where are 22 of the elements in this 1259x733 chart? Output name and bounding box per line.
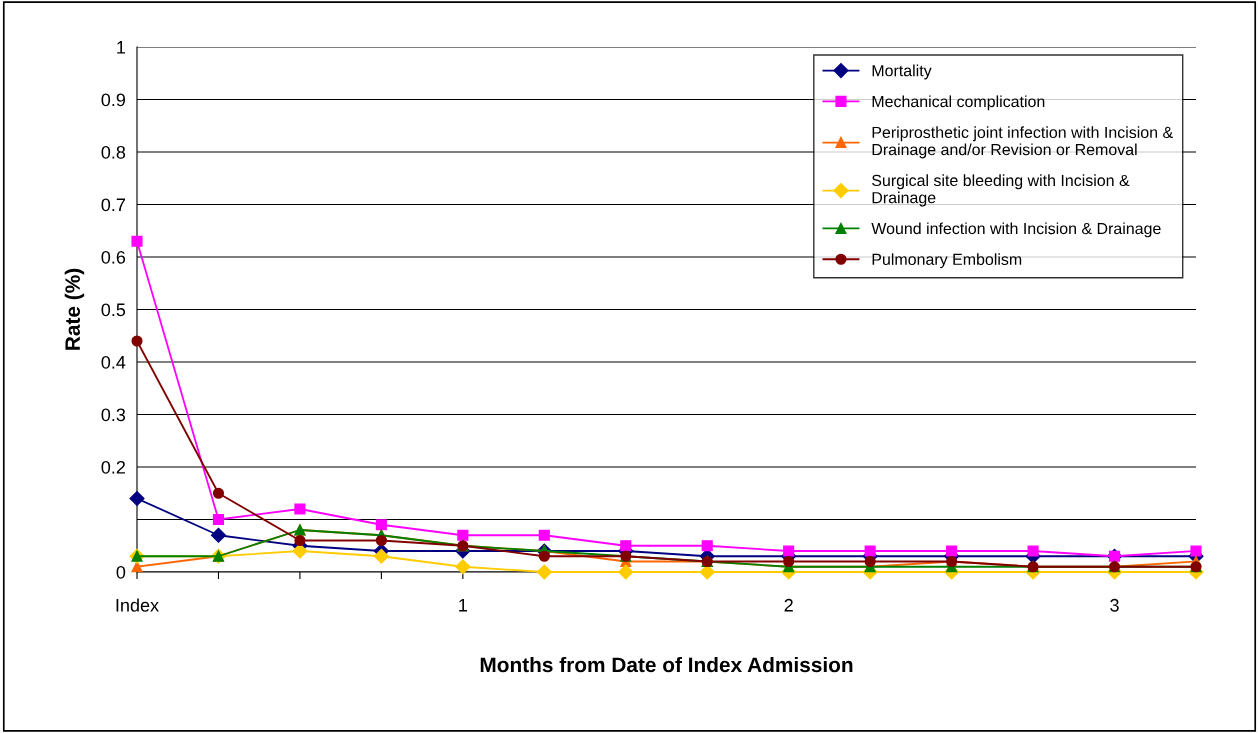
legend-label: Mortality bbox=[872, 64, 932, 80]
y-tick-label: 0.4 bbox=[101, 355, 126, 369]
x-tick-label: 1 bbox=[459, 599, 467, 612]
y-tick-label: 0.3 bbox=[101, 408, 126, 422]
y-tick-label: 0.9 bbox=[101, 93, 126, 107]
y-tick-label: 0.5 bbox=[101, 303, 126, 317]
x-axis-title: Months from Date of Index Admission bbox=[480, 656, 853, 673]
y-tick-label: 0.8 bbox=[101, 145, 126, 159]
legend-label: Pulmonary Embolism bbox=[872, 253, 1022, 269]
y-tick-label: 1 bbox=[117, 41, 126, 54]
y-tick-label: 0.7 bbox=[101, 198, 125, 212]
y-tick-label: 0.2 bbox=[101, 460, 125, 474]
x-tick-label: 3 bbox=[1110, 598, 1119, 612]
x-tick-label: 2 bbox=[784, 598, 793, 612]
x-tick-label: Index bbox=[116, 598, 159, 612]
y-tick-label: 0.6 bbox=[101, 250, 126, 264]
legend-label: Wound infection with Incision & Drainage bbox=[871, 222, 1161, 238]
legend-label: Surgical site bleeding with Incision & Drainage bbox=[872, 174, 1130, 207]
y-axis-title: Rate (%) bbox=[64, 268, 85, 350]
y-tick-label: 0 bbox=[116, 565, 126, 579]
legend-label: Mechanical complication bbox=[872, 95, 1045, 111]
legend-label: Periprosthetic joint infection with Incision & Drainage and/or Revision or Removal bbox=[872, 126, 1173, 159]
